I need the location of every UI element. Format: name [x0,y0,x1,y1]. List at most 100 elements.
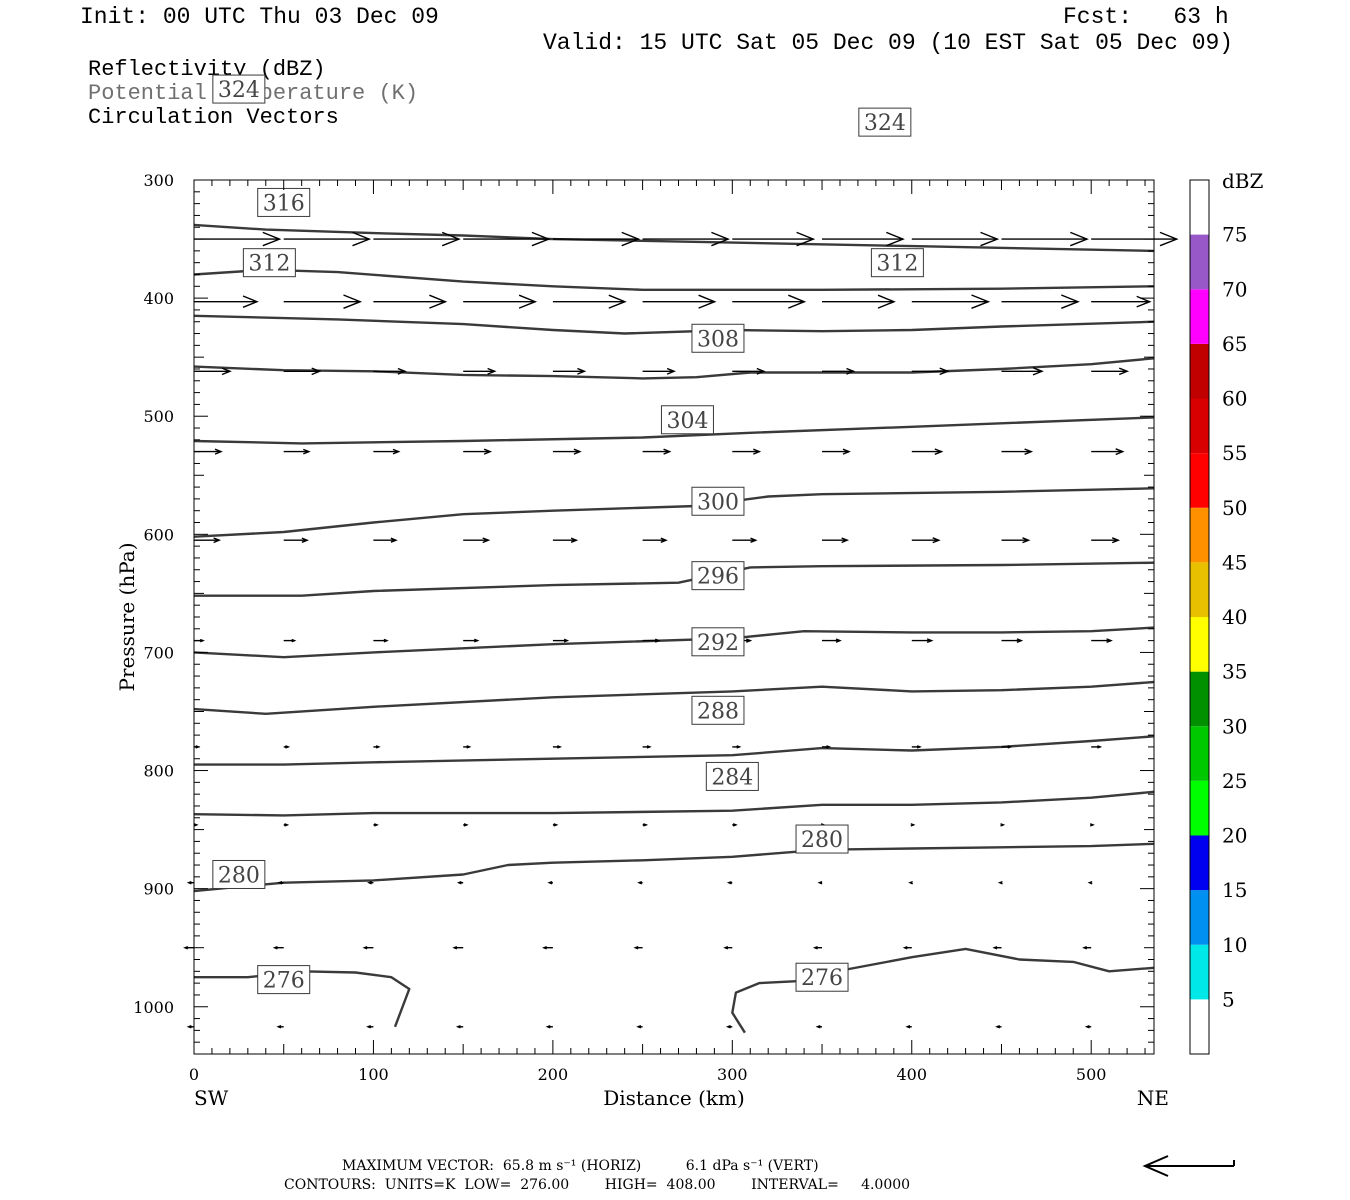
contour-label-box-296 [691,561,745,591]
colorbar-band-50 [1190,453,1209,508]
contour-324 [193,223,1155,253]
circulation-vector [911,294,991,309]
circulation-vector [373,448,401,455]
contour-label-316: 316 [263,191,305,216]
forecast-hour: Fcst: 63 h [1063,4,1229,30]
circulation-vector [373,294,448,309]
circulation-vector [283,448,311,455]
circulation-vector [1001,638,1024,644]
contour-label-box-284 [705,761,759,791]
colorbar-label: 5 [1222,987,1235,1011]
contour-label-312: 312 [876,252,918,277]
colorbar-frame [1189,179,1210,1055]
contour-label-box-280 [795,824,849,854]
colorbar-label: 10 [1222,933,1247,957]
circulation-vector [283,367,322,376]
colorbar-label: 20 [1222,824,1247,848]
contour-label-300: 300 [697,490,739,515]
colorbar-band-55 [1190,398,1209,454]
colorbar-label: 50 [1222,496,1247,520]
contour-label-324: 324 [218,78,260,103]
circulation-vector [1001,745,1013,749]
circulation-vector [186,1025,194,1029]
colorbar-band-45 [1190,507,1209,563]
colorbar-label: 40 [1222,605,1247,629]
circulation-vector [367,880,374,885]
circulation-vector [463,537,491,544]
circulation-vector [1001,294,1080,309]
contour-label-284: 284 [711,765,753,790]
y-tick-label: 400 [143,289,174,308]
colorbar-label: 60 [1222,387,1247,411]
contour-label-box-292 [691,627,745,657]
circulation-vector [373,745,381,749]
contour-label-layer: 276 276 280 280 284 288 292 296 300 304 308 312 312 3… [212,74,924,995]
circulation-vector [997,880,1003,885]
circulation-vector [283,823,290,827]
circulation-vector [822,537,850,544]
contour-276 [194,970,411,1028]
circulation-vector [642,823,649,827]
circulation-vector [642,367,676,375]
contour-label-324: 324 [864,111,906,136]
contour-label-276: 276 [801,966,843,991]
x-tick-label: 200 [538,1065,569,1084]
contour-label-box-276 [795,962,849,992]
circulation-vector [902,945,912,950]
circulation-vector [817,880,823,885]
colorbar-label: 75 [1222,223,1247,247]
circulation-vector [283,231,372,247]
circulation-vector [541,945,553,950]
colorbar-band-10 [1190,890,1209,945]
circulation-vector [1091,367,1130,376]
circulation-vector [545,1025,553,1029]
contour-label-312: 312 [248,252,290,277]
colorbar-band-70 [1190,234,1209,290]
circulation-vector [911,537,941,544]
colorbar-label: 70 [1222,277,1247,301]
colorbar-label: 15 [1222,878,1247,902]
contour-layer [193,223,1155,1034]
colorbar: 5 10 15 20 25 30 35 40 45 50 55 60 65 70 75 [1189,179,1247,1055]
circulation-vector [636,1025,643,1029]
circulation-vector [463,448,493,455]
colorbar-unit: dBZ [1222,169,1264,193]
contour-label-box-304 [660,405,714,435]
contour-label-box-324 [858,107,912,137]
circulation-vector [362,945,374,950]
contour-280 [193,842,1155,893]
x-tick-label: 0 [189,1065,199,1084]
y-tick-label: 500 [143,407,174,426]
x-end-label-ne: NE [1137,1086,1169,1110]
circulation-vector [725,1025,733,1029]
circulation-vector [456,880,464,885]
contour-292 [193,680,1155,715]
circulation-vector [1091,638,1113,644]
circulation-vector [732,231,816,247]
circulation-vector [272,945,284,950]
x-tick-label: 100 [358,1065,389,1084]
y-tick-label: 800 [143,762,174,781]
contour-label-box-308 [691,323,745,353]
colorbar-label: 30 [1222,714,1247,738]
contour-308 [193,416,1155,445]
circulation-vector [373,537,398,543]
contour-316 [193,314,1155,335]
circulation-vector [276,1025,284,1029]
contour-label-box-276 [257,965,311,995]
contour-label-box-312 [870,248,924,278]
circulation-vector [732,367,766,375]
circulation-vector [373,823,379,827]
circulation-vector [194,537,222,544]
circulation-vector [552,638,570,643]
circulation-vector [186,880,194,885]
circulation-vector [911,231,1000,247]
contour-288 [194,735,1155,766]
footer-max-vector: MAXIMUM VECTOR: 65.8 m s⁻¹ (HORIZ) 6.1 d… [342,1158,819,1174]
circulation-vector [1087,880,1093,885]
circulation-vector [452,945,464,950]
circulation-vector [552,537,579,543]
circulation-vector [552,823,559,827]
circulation-vector [726,880,733,885]
